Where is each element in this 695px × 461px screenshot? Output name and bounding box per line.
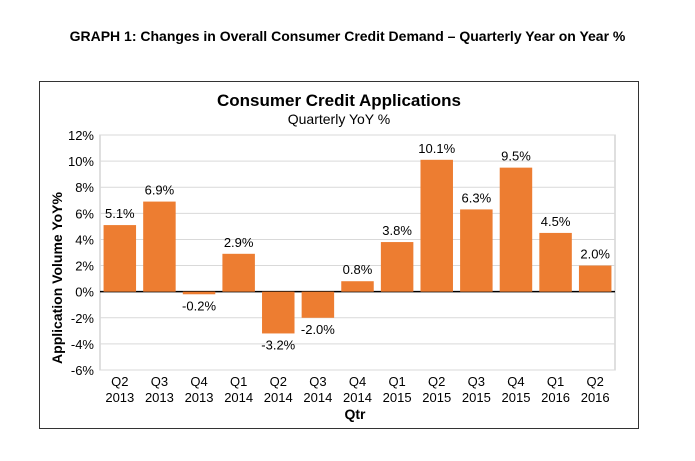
bar xyxy=(222,253,255,292)
page-title: GRAPH 1: Changes in Overall Consumer Cre… xyxy=(69,28,626,44)
data-label: 9.5% xyxy=(501,149,531,164)
x-tick-label-quarter: Q4 xyxy=(190,374,207,389)
chart-title: Consumer Credit Applications xyxy=(217,91,461,110)
data-label: 6.3% xyxy=(462,190,492,205)
y-tick-label: 8% xyxy=(75,180,94,195)
bar xyxy=(301,291,335,318)
y-tick-label: 4% xyxy=(75,232,94,247)
x-tick-label-quarter: Q1 xyxy=(547,374,564,389)
x-tick-label-quarter: Q2 xyxy=(428,374,445,389)
x-tick-label-quarter: Q1 xyxy=(388,374,405,389)
bar xyxy=(499,167,533,292)
bar xyxy=(460,209,493,292)
data-label: -0.2% xyxy=(182,298,216,313)
y-tick-label: -4% xyxy=(71,337,95,352)
x-tick-label-year: 2015 xyxy=(502,390,531,405)
bar xyxy=(578,265,612,292)
bar xyxy=(420,159,453,292)
x-tick-label-year: 2013 xyxy=(185,390,214,405)
chart-subtitle: Quarterly YoY % xyxy=(288,111,390,127)
bar xyxy=(262,291,295,334)
x-tick-label-year: 2014 xyxy=(343,390,372,405)
y-tick-label: 6% xyxy=(75,206,94,221)
data-label: 0.8% xyxy=(343,262,373,277)
x-tick-label-quarter: Q3 xyxy=(309,374,326,389)
x-tick-label-year: 2014 xyxy=(224,390,253,405)
x-tick-label-quarter: Q2 xyxy=(587,374,604,389)
y-tick-label: -6% xyxy=(71,363,95,378)
bar xyxy=(380,242,414,292)
bar xyxy=(103,225,137,292)
x-tick-label-quarter: Q3 xyxy=(151,374,168,389)
bar xyxy=(539,232,572,292)
x-tick-label-quarter: Q1 xyxy=(230,374,247,389)
data-label: 5.1% xyxy=(105,206,135,221)
x-tick-label-quarter: Q2 xyxy=(111,374,128,389)
x-tick-label-year: 2014 xyxy=(303,390,332,405)
bar xyxy=(182,291,216,295)
data-label: -3.2% xyxy=(261,337,295,352)
x-tick-label-quarter: Q4 xyxy=(507,374,524,389)
y-tick-label: 2% xyxy=(75,259,94,274)
data-label: 10.1% xyxy=(418,141,455,156)
y-tick-label: -2% xyxy=(71,311,95,326)
x-tick-label-year: 2015 xyxy=(383,390,412,405)
y-tick-label: 10% xyxy=(68,154,94,169)
x-tick-label-year: 2016 xyxy=(581,390,610,405)
x-tick-label-quarter: Q4 xyxy=(349,374,366,389)
x-tick-label-quarter: Q3 xyxy=(468,374,485,389)
chart-frame xyxy=(39,81,639,429)
x-tick-label-year: 2016 xyxy=(541,390,570,405)
x-tick-label-quarter: Q2 xyxy=(270,374,287,389)
x-tick-label-year: 2014 xyxy=(264,390,293,405)
data-label: 2.0% xyxy=(580,247,610,262)
plot-area xyxy=(99,134,616,371)
data-label: 3.8% xyxy=(382,223,412,238)
x-axis-label: Qtr xyxy=(345,406,367,422)
data-label: 2.9% xyxy=(224,235,254,250)
x-tick-label-year: 2015 xyxy=(422,390,451,405)
bar xyxy=(341,281,374,292)
y-tick-label: 0% xyxy=(75,285,94,300)
y-axis-label: Application Volume YoY% xyxy=(49,191,65,363)
data-label: 6.9% xyxy=(145,183,175,198)
x-tick-label-year: 2015 xyxy=(462,390,491,405)
data-label: -2.0% xyxy=(301,322,335,337)
y-tick-label: 12% xyxy=(68,128,94,143)
data-label: 4.5% xyxy=(541,214,571,229)
x-tick-label-year: 2013 xyxy=(145,390,174,405)
x-tick-label-year: 2013 xyxy=(105,390,134,405)
bar xyxy=(143,201,176,292)
